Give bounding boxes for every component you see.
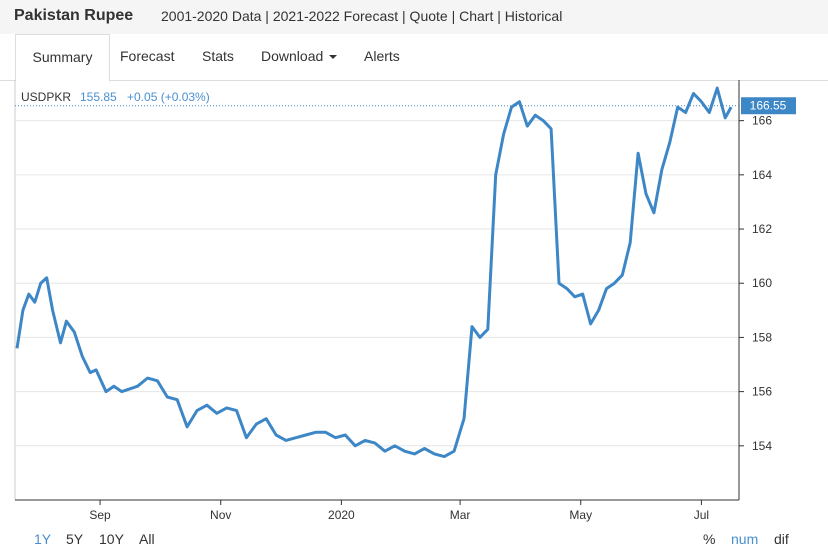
tab-summary[interactable]: Summary [15, 34, 110, 82]
last-price-tag: 166.55 [741, 97, 796, 115]
last-price-tag-bg [741, 97, 796, 115]
y-tick-label: 154 [752, 439, 772, 453]
tab-stats-label: Stats [202, 48, 234, 64]
y-axis: 154 156 158 160 162 164 166 [739, 114, 772, 453]
tab-forecast[interactable]: Forecast [120, 34, 174, 79]
range-selector: 1Y 5Y 10Y All % num dif [0, 528, 828, 550]
chart-grid [15, 120, 739, 447]
x-tick-label: Sep [89, 508, 111, 522]
header-bar: Pakistan Rupee 2001-2020 Data | 2021-202… [0, 0, 828, 35]
page-title: Pakistan Rupee [14, 7, 134, 24]
y-tick-label: 162 [752, 222, 772, 236]
tab-download-label: Download [261, 48, 324, 64]
page-subtitle[interactable]: 2001-2020 Data | 2021-2022 Forecast | Qu… [161, 8, 563, 24]
range-all-button[interactable]: All [139, 531, 155, 547]
quote-price: 155.85 [80, 90, 117, 104]
y-tick-label: 156 [752, 385, 772, 399]
quote-change: +0.05 (+0.03%) [127, 90, 210, 104]
range-1y-button[interactable]: 1Y [34, 531, 52, 547]
x-tick-label: Mar [450, 508, 471, 522]
range-10y-button[interactable]: 10Y [99, 531, 124, 547]
y-tick-label: 166 [752, 114, 772, 128]
y-tick-label: 164 [752, 168, 772, 182]
price-chart: 154 156 158 160 162 164 166 Sep Nov 2020 Mar May Ju… [14, 80, 796, 522]
last-price-tag-text: 166.55 [750, 99, 787, 113]
num-toggle[interactable]: num [731, 531, 759, 547]
x-axis: Sep Nov 2020 Mar May Jul [89, 500, 709, 522]
y-tick-label: 160 [752, 276, 772, 290]
range-5y-button[interactable]: 5Y [66, 531, 84, 547]
x-tick-label: May [569, 508, 592, 522]
tab-forecast-label: Forecast [120, 48, 175, 64]
tab-alerts-label: Alerts [364, 48, 400, 64]
x-tick-label: Jul [694, 508, 709, 522]
y-tick-label: 158 [752, 330, 772, 344]
x-tick-label: Nov [210, 508, 231, 522]
x-tick-label: 2020 [328, 508, 355, 522]
series-line-usdpkr [15, 86, 733, 459]
tab-stats[interactable]: Stats [202, 34, 234, 79]
quote-symbol: USDPKR [21, 90, 71, 104]
dif-toggle[interactable]: dif [774, 531, 789, 547]
chart-area: 154 156 158 160 162 164 166 Sep Nov 2020 Mar May Ju… [0, 80, 828, 552]
tab-summary-label: Summary [32, 49, 93, 65]
tab-bar: Summary Forecast Stats Download Alerts [0, 34, 828, 82]
tab-download[interactable]: Download [261, 34, 338, 79]
tab-alerts[interactable]: Alerts [364, 34, 400, 79]
percent-toggle[interactable]: % [703, 531, 716, 547]
chevron-down-icon [329, 55, 338, 60]
quote-legend: USDPKR 155.85 +0.05 (+0.03%) [21, 90, 210, 104]
